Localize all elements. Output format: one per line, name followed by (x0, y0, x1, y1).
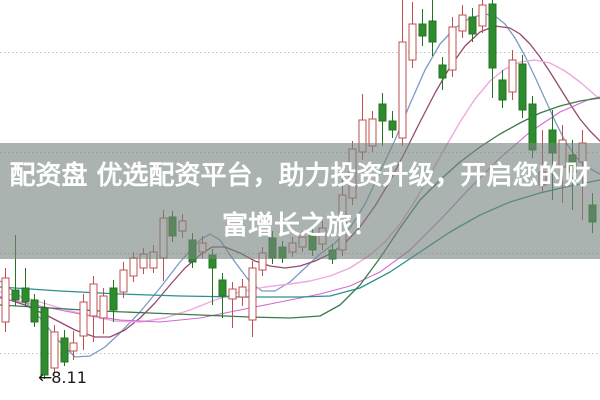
left-arrow-icon: ← (38, 368, 52, 388)
price-low-annotation: ← 8.11 (38, 368, 87, 388)
candles-layer (1, 0, 597, 379)
promo-banner[interactable]: 配资盘 优选配资平台，助力投资升级，开启您的财 富增长之旅！ (0, 143, 600, 259)
promo-banner-line1: 配资盘 优选配资平台，助力投资升级，开启您的财 (9, 161, 591, 191)
promo-banner-line2: 富增长之旅！ (221, 211, 378, 241)
price-low-value: 8.11 (51, 368, 87, 387)
